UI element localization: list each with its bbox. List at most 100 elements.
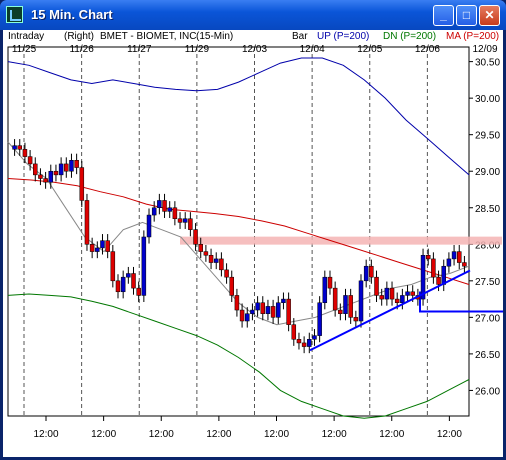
candle-body (162, 200, 167, 212)
y-tick-label: 28.50 (475, 204, 500, 215)
candle-body (260, 302, 266, 314)
candle-body (33, 163, 38, 176)
candle-body (296, 339, 302, 344)
date-label: 11/26 (69, 44, 94, 55)
date-label: 11/29 (185, 44, 210, 55)
candle-body (425, 254, 431, 260)
candle-body (105, 240, 110, 252)
candle-body (239, 309, 245, 322)
title-bar[interactable]: 15 Min. Chart _ □ ✕ (0, 0, 506, 30)
header-chart-style: Bar (292, 31, 308, 42)
candle-body (136, 287, 141, 296)
time-label: 12:00 (322, 429, 347, 440)
candle-body (120, 276, 126, 293)
date-label: 12/04 (300, 44, 325, 55)
candle-body (198, 244, 203, 252)
candle-body (234, 295, 240, 311)
time-label: 12:00 (264, 429, 289, 440)
candle-body (38, 174, 43, 179)
candle-body (441, 265, 446, 285)
candle-body (131, 273, 136, 289)
candle-body (446, 258, 452, 267)
candle-body (245, 313, 250, 322)
candle-body (281, 298, 286, 303)
minimize-button[interactable]: _ (433, 5, 454, 26)
window-title: 15 Min. Chart (31, 7, 113, 22)
candle-body (79, 167, 85, 201)
close-button[interactable]: ✕ (479, 5, 500, 26)
candle-body (307, 339, 312, 347)
date-label: 11/25 (12, 44, 37, 55)
candle-body (332, 287, 338, 311)
date-label: 11/27 (127, 44, 152, 55)
resistance-band (180, 236, 502, 245)
candle-body (53, 170, 59, 176)
candle-body (177, 218, 183, 223)
candle-body (322, 276, 328, 303)
candle-body (317, 302, 322, 336)
indicator-line (7, 178, 470, 285)
candle-body (379, 295, 384, 300)
candle-body (291, 324, 297, 340)
candle-body (146, 214, 152, 238)
candle-body (420, 254, 426, 300)
candle-body (151, 207, 157, 216)
candle-body (213, 258, 219, 263)
maximize-button[interactable]: □ (456, 5, 477, 26)
y-tick-label: 29.50 (475, 131, 500, 142)
candle-body (27, 156, 33, 165)
y-tick-label: 27.50 (475, 277, 500, 288)
candle-body (141, 236, 147, 296)
header-ma-label: MA (P=200) (446, 31, 500, 42)
time-label: 12:00 (437, 429, 462, 440)
y-tick-label: 30.50 (475, 58, 500, 69)
candle-body (182, 218, 188, 223)
candle-body (43, 178, 48, 183)
header-scale-side: (Right) (64, 31, 95, 42)
support-line (419, 291, 503, 313)
candle-body (229, 276, 234, 296)
date-label: 12/03 (242, 44, 267, 55)
y-tick-label: 29.00 (475, 167, 500, 178)
candle-body (64, 163, 69, 172)
candle-body (193, 229, 198, 245)
time-label: 12:00 (33, 429, 58, 440)
candle-body (276, 302, 281, 318)
header-dn-label: DN (P=200) (383, 31, 437, 42)
header-mode: Intraday (8, 31, 45, 42)
candle-body (431, 258, 436, 278)
candle-body (389, 287, 395, 300)
candle-body (126, 273, 131, 278)
header-interval: (15-Min) (196, 31, 234, 42)
candle-body (270, 306, 276, 318)
candle-body (224, 269, 229, 278)
y-tick-label: 27.00 (475, 313, 500, 324)
candle-body (265, 306, 271, 314)
candle-body (353, 317, 359, 322)
candle-body (58, 163, 64, 176)
candle-body (462, 262, 467, 267)
candle-body (172, 207, 178, 219)
candle-body (208, 254, 214, 263)
candle-body (250, 309, 255, 314)
header-symbol: BMET - BIOMET, INC (100, 31, 197, 42)
candle-body (115, 280, 121, 293)
candle-body (157, 200, 162, 209)
candle-body (358, 280, 364, 322)
candle-body (456, 251, 462, 263)
candle-body (286, 298, 291, 325)
candle-body (436, 276, 441, 285)
candle-body (405, 291, 410, 296)
candle-body (338, 309, 343, 314)
candle-body (219, 258, 224, 271)
date-label: 12/09 (472, 44, 497, 55)
candle-body (17, 145, 23, 150)
time-label: 12:00 (91, 429, 116, 440)
candle-body (363, 265, 369, 282)
header-up-label: UP (P=200) (317, 31, 370, 42)
time-label: 12:00 (206, 429, 231, 440)
candle-body (400, 295, 405, 303)
candle-body (369, 265, 374, 278)
candle-body (89, 244, 95, 252)
